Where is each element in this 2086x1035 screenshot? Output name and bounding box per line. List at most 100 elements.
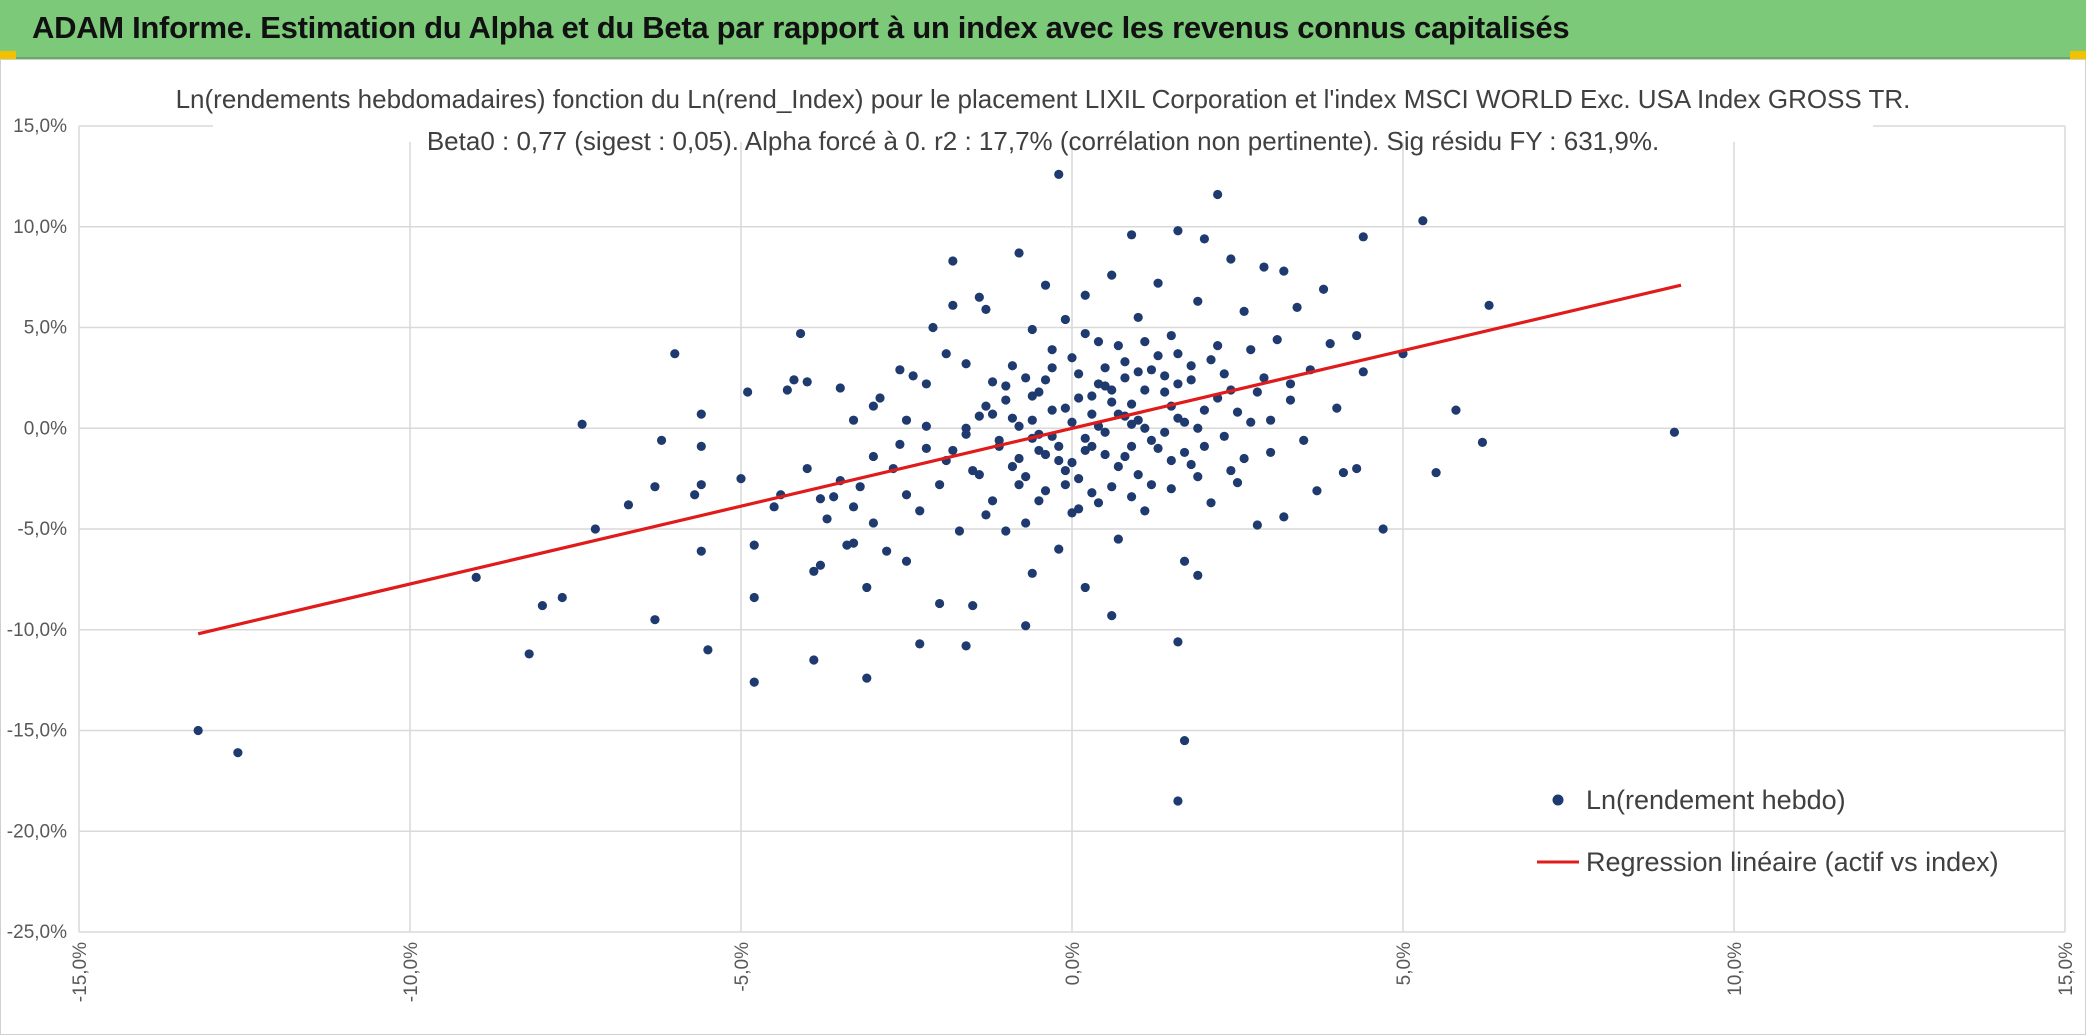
data-point: [1173, 349, 1183, 359]
y-tick-label: -15,0%: [7, 721, 67, 742]
data-point: [1259, 373, 1269, 383]
y-tick-label: -10,0%: [7, 620, 67, 641]
data-point: [471, 572, 481, 582]
data-point: [908, 371, 918, 381]
data-point: [981, 510, 991, 520]
data-point: [1126, 492, 1137, 502]
legend-marker-points: [1552, 794, 1564, 806]
data-point: [670, 349, 680, 359]
data-point: [1034, 496, 1044, 506]
data-point: [696, 409, 706, 419]
data-point: [901, 490, 912, 500]
data-point: [1325, 339, 1335, 349]
data-point: [1067, 417, 1077, 427]
data-point: [590, 524, 600, 534]
data-point: [1266, 447, 1276, 458]
data-point: [1140, 423, 1150, 433]
data-point: [1080, 582, 1090, 593]
data-point: [1669, 427, 1680, 437]
data-point: [1146, 480, 1157, 490]
data-point: [1179, 735, 1190, 746]
data-point: [1279, 512, 1289, 522]
data-point: [1047, 345, 1057, 355]
data-point: [743, 387, 753, 397]
data-point: [1040, 449, 1051, 460]
data-point: [981, 401, 991, 411]
data-point: [954, 526, 965, 536]
data-point: [802, 463, 812, 474]
data-point: [1259, 262, 1269, 272]
data-point: [987, 496, 998, 506]
data-point: [1285, 379, 1296, 389]
x-tick-label: -15,0%: [70, 942, 91, 1002]
data-point: [961, 359, 971, 369]
data-point: [656, 435, 667, 445]
data-point: [1179, 556, 1190, 566]
data-point: [1027, 415, 1037, 425]
data-point: [901, 556, 912, 566]
data-point: [1213, 189, 1223, 200]
data-point: [1001, 381, 1011, 391]
data-point: [1431, 467, 1441, 478]
data-point: [961, 641, 971, 651]
data-point: [1146, 365, 1157, 375]
data-point: [1219, 431, 1229, 441]
data-point: [795, 328, 806, 339]
data-point: [1146, 435, 1157, 445]
data-point: [1160, 427, 1170, 437]
data-point: [1358, 232, 1368, 242]
data-point: [1226, 254, 1236, 264]
data-point: [855, 482, 865, 492]
data-point: [974, 411, 984, 421]
data-point: [1014, 453, 1024, 464]
data-point: [802, 377, 812, 387]
data-point: [1272, 334, 1282, 345]
data-point: [696, 480, 706, 490]
data-point: [1206, 355, 1216, 365]
data-point: [875, 393, 885, 403]
data-point: [749, 677, 759, 687]
data-point: [1074, 474, 1084, 484]
data-point: [1477, 437, 1488, 447]
scatter-chart: 15,0% 10,0% 5,0% 0,0% -5,0% -10,0% -15,0% -20,0…: [7, 66, 2077, 1002]
data-point: [1027, 324, 1037, 335]
y-tick-label: 0,0%: [24, 418, 67, 439]
data-point: [1213, 341, 1223, 351]
data-point: [981, 304, 991, 314]
data-point: [1153, 443, 1163, 453]
data-point: [1080, 290, 1090, 300]
data-point: [809, 566, 819, 576]
data-point: [1074, 369, 1084, 379]
x-tick-label: -5,0%: [732, 942, 753, 992]
data-point: [1087, 488, 1097, 498]
data-point: [1160, 387, 1170, 397]
data-point: [1014, 421, 1024, 431]
data-point: [895, 365, 905, 375]
data-point: [1014, 480, 1024, 490]
data-point: [1100, 363, 1110, 373]
data-point: [948, 256, 958, 266]
data-point: [974, 469, 984, 480]
data-point: [650, 615, 660, 625]
data-point: [961, 423, 971, 433]
data-point: [1246, 417, 1256, 427]
data-point: [1199, 405, 1209, 415]
data-point: [1080, 433, 1090, 443]
data-point: [868, 518, 879, 528]
data-point: [1232, 478, 1243, 488]
data-point: [1080, 328, 1090, 339]
data-point: [1358, 367, 1368, 377]
data-point: [948, 300, 958, 310]
data-point: [1001, 395, 1011, 405]
data-point: [1074, 393, 1084, 403]
data-point: [948, 445, 958, 456]
data-point: [1173, 379, 1183, 389]
data-point: [1107, 385, 1117, 395]
data-point: [915, 506, 925, 516]
data-point: [1246, 345, 1256, 355]
data-point: [1120, 451, 1130, 462]
data-point: [1133, 367, 1143, 377]
legend: Ln(rendement hebdo) Regression linéaire …: [1537, 785, 1999, 877]
data-point: [1193, 423, 1203, 433]
data-point: [1107, 397, 1117, 407]
